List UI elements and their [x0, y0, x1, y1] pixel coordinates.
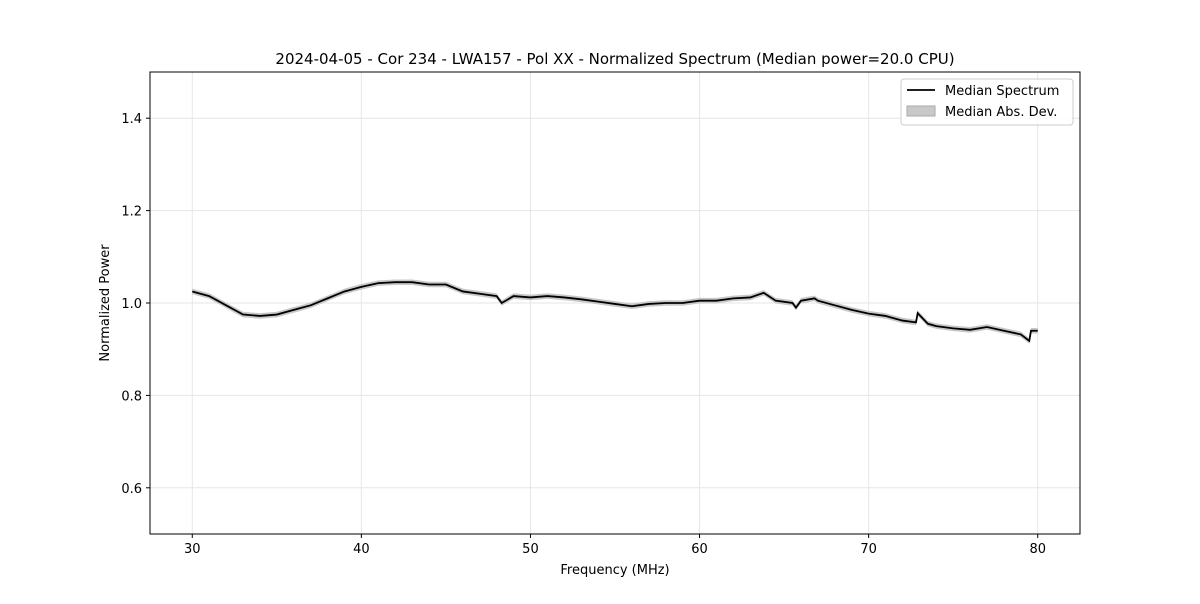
legend-label-median: Median Spectrum [945, 84, 1059, 99]
legend: Median Spectrum Median Abs. Dev. [900, 78, 1074, 126]
y-axis-label: Normalized Power [98, 244, 113, 362]
mad-band [192, 279, 1038, 344]
ticks: 30 40 50 60 70 80 0.6 0.8 1.0 1.2 1.4 [121, 112, 1046, 557]
y-tick-label: 1.0 [121, 297, 142, 312]
x-tick-label: 30 [184, 542, 201, 557]
y-tick-label: 0.6 [121, 482, 142, 497]
chart-title: 2024-04-05 - Cor 234 - LWA157 - Pol XX -… [275, 50, 954, 68]
legend-box [900, 78, 1074, 126]
x-tick-label: 70 [860, 542, 877, 557]
x-tick-label: 40 [353, 542, 370, 557]
legend-label-mad: Median Abs. Dev. [945, 105, 1057, 120]
x-tick-label: 80 [1029, 542, 1046, 557]
x-axis-label: Frequency (MHz) [560, 563, 669, 578]
median-spectrum-line [192, 281, 1038, 343]
y-tick-label: 1.4 [121, 112, 142, 127]
y-tick-label: 0.8 [121, 389, 142, 404]
legend-band-swatch [906, 105, 936, 117]
x-tick-label: 50 [522, 542, 539, 557]
x-tick-label: 60 [691, 542, 708, 557]
y-tick-label: 1.2 [121, 205, 142, 220]
